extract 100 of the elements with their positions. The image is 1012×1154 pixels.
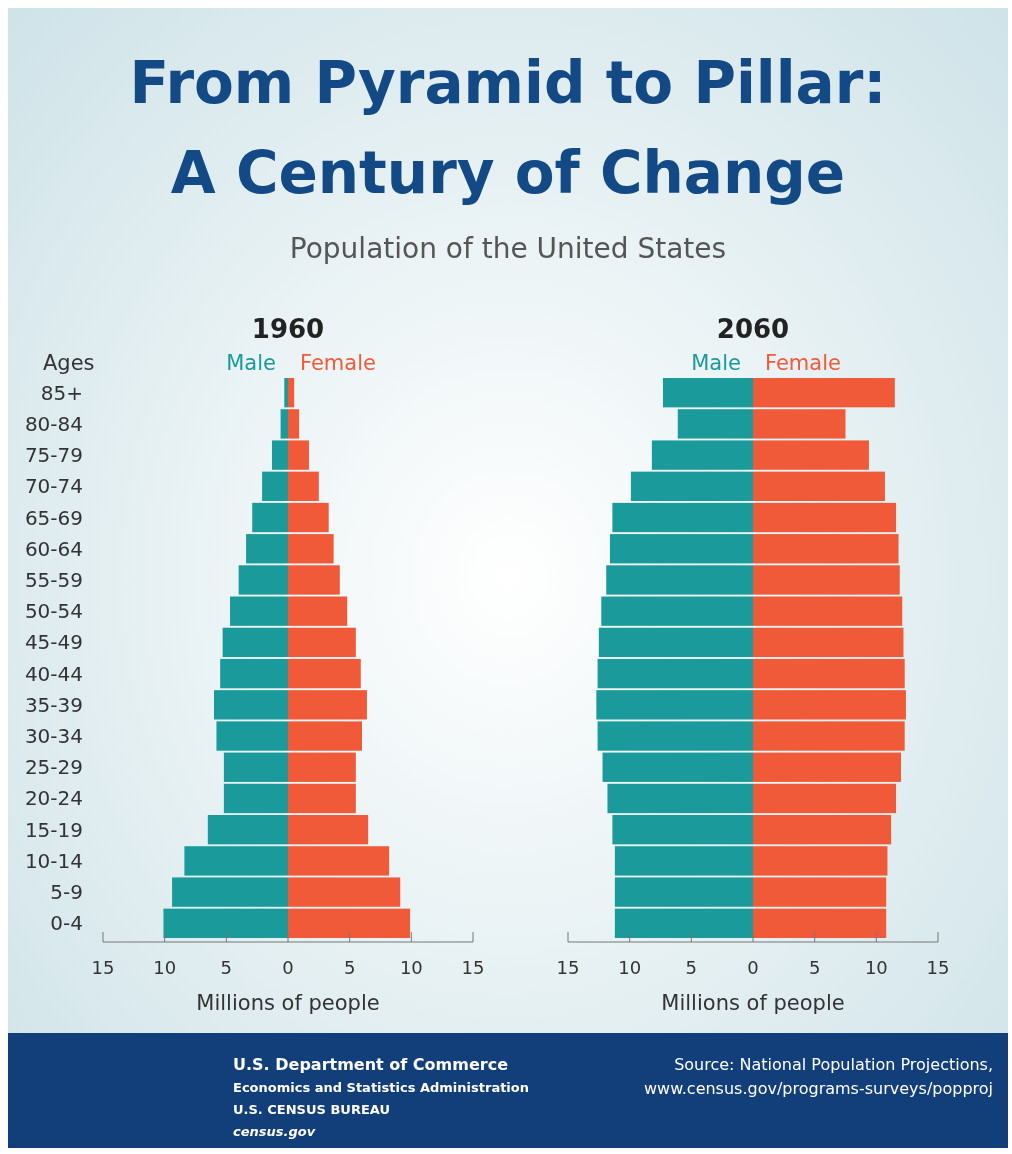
bar bbox=[284, 378, 288, 408]
y-tick-label: 5-9 bbox=[50, 880, 83, 905]
bar bbox=[288, 690, 367, 720]
source-note: Source: National Population Projections, bbox=[674, 1055, 993, 1074]
bar bbox=[753, 658, 905, 689]
x-tick-label: 0 bbox=[282, 957, 294, 978]
series-label: Male bbox=[691, 351, 741, 375]
x-tick-label: 5 bbox=[220, 957, 233, 978]
y-tick-label: 75-79 bbox=[24, 443, 83, 468]
bar bbox=[597, 721, 753, 751]
bar bbox=[223, 752, 288, 782]
bar bbox=[214, 690, 288, 720]
bar bbox=[223, 783, 288, 814]
y-tick-label: 45-49 bbox=[24, 630, 83, 655]
bar bbox=[288, 783, 356, 814]
bar bbox=[288, 721, 362, 751]
text: A Century of Change bbox=[170, 139, 846, 207]
bar bbox=[597, 658, 753, 689]
x-tick-label: 10 bbox=[153, 957, 177, 978]
x-tick-label: 5 bbox=[685, 957, 698, 978]
bar bbox=[222, 627, 288, 658]
bar bbox=[753, 627, 904, 658]
x-axis-title: Millions of people bbox=[661, 991, 845, 1015]
y-tick-label: 80-84 bbox=[24, 411, 83, 436]
bar bbox=[612, 502, 753, 533]
bar bbox=[246, 534, 288, 564]
bar bbox=[288, 752, 356, 782]
bar bbox=[601, 596, 753, 626]
bar bbox=[288, 596, 348, 626]
series-label: Female bbox=[300, 351, 376, 375]
bar bbox=[216, 721, 288, 751]
bar bbox=[753, 378, 895, 408]
bar bbox=[612, 815, 753, 845]
bar bbox=[163, 908, 288, 938]
bar bbox=[753, 690, 906, 720]
y-tick-label: 25-29 bbox=[24, 755, 83, 780]
x-tick-label: 10 bbox=[618, 957, 642, 978]
bar bbox=[753, 783, 897, 814]
y-tick-label: 15-19 bbox=[24, 817, 83, 842]
series-label: Female bbox=[765, 351, 841, 375]
bar bbox=[607, 783, 753, 814]
bar bbox=[288, 565, 340, 595]
bar bbox=[230, 596, 288, 626]
bar bbox=[220, 658, 288, 689]
bar bbox=[288, 658, 361, 689]
x-tick-label: 10 bbox=[864, 957, 888, 978]
y-tick-label: 50-54 bbox=[24, 599, 83, 624]
bar bbox=[288, 908, 411, 938]
y-tick-label: 20-24 bbox=[24, 786, 83, 811]
x-axis-title: Millions of people bbox=[196, 991, 380, 1015]
text: www.census.gov/programs-surveys/popproj bbox=[643, 1079, 993, 1098]
bar bbox=[753, 471, 885, 501]
bar bbox=[596, 690, 753, 720]
series-label: Male bbox=[226, 351, 276, 375]
x-tick-label: 15 bbox=[556, 957, 580, 978]
text: U.S. Department of Commerce bbox=[233, 1055, 509, 1074]
x-tick-label: 15 bbox=[926, 957, 950, 978]
chart-title: 2060 bbox=[716, 314, 790, 344]
bar bbox=[288, 502, 329, 533]
bar bbox=[288, 534, 334, 564]
bar bbox=[288, 627, 356, 658]
x-tick-label: 5 bbox=[808, 957, 821, 978]
y-tick-label: 60-64 bbox=[24, 536, 83, 561]
text: Population of the United States bbox=[289, 232, 727, 265]
bar bbox=[598, 627, 753, 658]
bar bbox=[288, 471, 319, 501]
bar bbox=[630, 471, 753, 501]
bar bbox=[753, 565, 900, 595]
bar bbox=[753, 502, 897, 533]
bar bbox=[602, 752, 753, 782]
x-tick-label: 10 bbox=[399, 957, 423, 978]
y-tick-label: 55-59 bbox=[24, 567, 83, 592]
bar bbox=[262, 471, 288, 501]
y-tick-label: 40-44 bbox=[24, 661, 83, 686]
bar bbox=[252, 502, 288, 533]
chart-title: 1960 bbox=[251, 314, 325, 344]
x-tick-label: 15 bbox=[91, 957, 115, 978]
bar bbox=[753, 534, 899, 564]
y-tick-label: 70-74 bbox=[24, 474, 83, 499]
x-tick-label: 0 bbox=[747, 957, 759, 978]
text: Economics and Statistics Administration bbox=[233, 1080, 530, 1095]
bar bbox=[753, 596, 903, 626]
text: U.S. CENSUS BUREAU bbox=[233, 1102, 391, 1117]
bar bbox=[288, 378, 295, 408]
bar bbox=[753, 752, 901, 782]
bar bbox=[207, 815, 288, 845]
y-tick-label: 30-34 bbox=[24, 724, 83, 749]
bar bbox=[662, 378, 753, 408]
y-tick-label: 10-14 bbox=[24, 848, 83, 873]
bar bbox=[753, 908, 887, 938]
bar bbox=[288, 815, 369, 845]
bar bbox=[609, 534, 753, 564]
y-axis-title: Ages bbox=[43, 351, 95, 375]
x-tick-label: 5 bbox=[343, 957, 356, 978]
y-tick-label: 85+ bbox=[40, 380, 83, 405]
bar bbox=[753, 815, 892, 845]
bar bbox=[753, 721, 905, 751]
text: census.gov bbox=[233, 1124, 316, 1139]
text: From Pyramid to Pillar: bbox=[129, 49, 887, 117]
y-tick-label: 0-4 bbox=[50, 911, 83, 936]
